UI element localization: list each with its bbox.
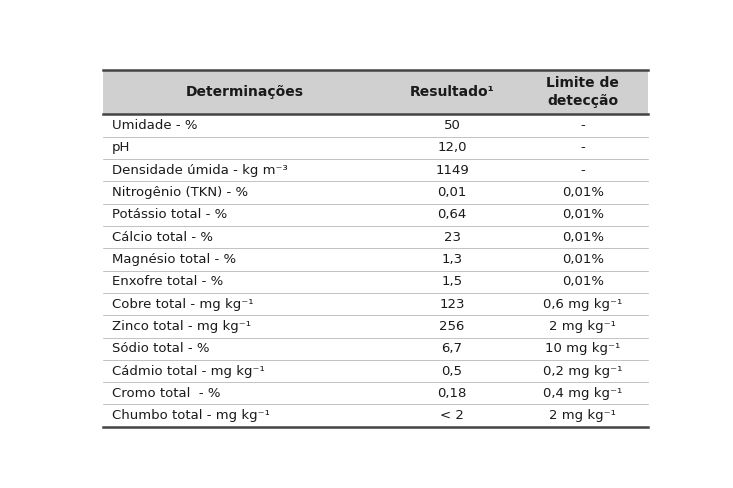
Text: -: - <box>581 164 585 177</box>
Text: Chumbo total - mg kg⁻¹: Chumbo total - mg kg⁻¹ <box>111 409 270 422</box>
Bar <box>103 226 648 248</box>
Text: 0,01%: 0,01% <box>562 186 604 199</box>
Bar <box>103 293 648 315</box>
Text: 1,3: 1,3 <box>441 253 463 266</box>
Bar <box>103 382 648 405</box>
Text: pH: pH <box>111 142 130 154</box>
Text: 0,6 mg kg⁻¹: 0,6 mg kg⁻¹ <box>543 298 622 310</box>
Bar <box>103 115 648 137</box>
Bar <box>103 182 648 203</box>
Text: 1149: 1149 <box>435 164 469 177</box>
Text: Determinações: Determinações <box>185 85 303 99</box>
Bar <box>103 203 648 226</box>
Text: 0,18: 0,18 <box>438 387 467 400</box>
Text: Resultado¹: Resultado¹ <box>410 85 494 99</box>
Text: 0,01: 0,01 <box>438 186 467 199</box>
Text: < 2: < 2 <box>440 409 464 422</box>
Bar <box>103 405 648 427</box>
Text: -: - <box>581 142 585 154</box>
Bar <box>103 248 648 271</box>
Text: 0,5: 0,5 <box>441 365 463 378</box>
Text: 256: 256 <box>439 320 465 333</box>
Bar <box>103 137 648 159</box>
Text: Enxofre total - %: Enxofre total - % <box>111 275 223 288</box>
Bar <box>103 338 648 360</box>
Text: 1,5: 1,5 <box>441 275 463 288</box>
Text: 23: 23 <box>443 231 460 244</box>
Bar <box>103 360 648 382</box>
Text: 0,4 mg kg⁻¹: 0,4 mg kg⁻¹ <box>543 387 622 400</box>
Text: 123: 123 <box>439 298 465 310</box>
Text: Nitrogênio (TKN) - %: Nitrogênio (TKN) - % <box>111 186 248 199</box>
Text: Cromo total  - %: Cromo total - % <box>111 387 220 400</box>
Text: 50: 50 <box>443 119 460 132</box>
Text: 0,01%: 0,01% <box>562 208 604 222</box>
Text: Umidade - %: Umidade - % <box>111 119 197 132</box>
Text: 6,7: 6,7 <box>441 342 463 355</box>
Text: Zinco total - mg kg⁻¹: Zinco total - mg kg⁻¹ <box>111 320 251 333</box>
Bar <box>103 70 648 115</box>
Text: 0,2 mg kg⁻¹: 0,2 mg kg⁻¹ <box>543 365 622 378</box>
Text: 2 mg kg⁻¹: 2 mg kg⁻¹ <box>550 320 616 333</box>
Text: -: - <box>581 119 585 132</box>
Text: Magnésio total - %: Magnésio total - % <box>111 253 235 266</box>
Text: Cádmio total - mg kg⁻¹: Cádmio total - mg kg⁻¹ <box>111 365 265 378</box>
Text: Cobre total - mg kg⁻¹: Cobre total - mg kg⁻¹ <box>111 298 253 310</box>
Text: 0,64: 0,64 <box>438 208 467 222</box>
Text: 2 mg kg⁻¹: 2 mg kg⁻¹ <box>550 409 616 422</box>
Bar <box>103 315 648 338</box>
Text: Densidade úmida - kg m⁻³: Densidade úmida - kg m⁻³ <box>111 164 287 177</box>
Text: Potássio total - %: Potássio total - % <box>111 208 226 222</box>
Text: Sódio total - %: Sódio total - % <box>111 342 209 355</box>
Text: 0,01%: 0,01% <box>562 253 604 266</box>
Text: Limite de
detecção: Limite de detecção <box>547 76 619 108</box>
Bar <box>103 271 648 293</box>
Bar <box>103 159 648 182</box>
Text: Cálcio total - %: Cálcio total - % <box>111 231 213 244</box>
Text: 10 mg kg⁻¹: 10 mg kg⁻¹ <box>545 342 621 355</box>
Text: 0,01%: 0,01% <box>562 275 604 288</box>
Text: 0,01%: 0,01% <box>562 231 604 244</box>
Text: 12,0: 12,0 <box>438 142 467 154</box>
